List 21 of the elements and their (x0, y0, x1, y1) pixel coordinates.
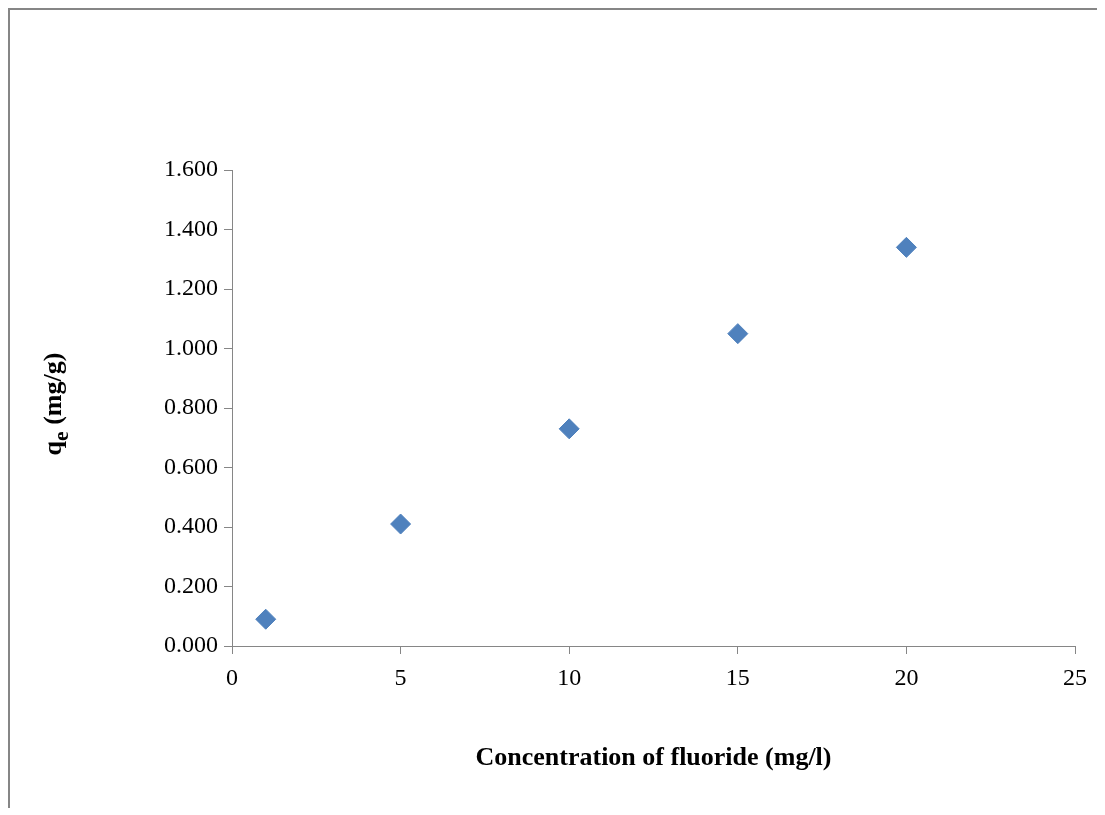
x-tick-label: 25 (1063, 663, 1087, 690)
y-tick-label: 0.200 (164, 571, 218, 598)
y-tick-label: 0.600 (164, 452, 218, 479)
x-axis-title: Concentration of fluoride (mg/l) (475, 742, 832, 772)
y-tick-label: 0.000 (164, 631, 218, 658)
x-tick-label: 10 (557, 663, 582, 690)
y-tick-label: 0.400 (164, 512, 218, 539)
y-tick-label: 0.800 (164, 393, 218, 420)
x-tick-label: 15 (725, 663, 750, 690)
point (558, 418, 580, 440)
y-tick-label: 1.200 (164, 274, 218, 301)
point (895, 236, 917, 258)
x-tick-label: 0 (226, 663, 238, 690)
point (390, 513, 412, 535)
x-tick-label: 20 (894, 663, 919, 690)
y-tick-label: 1.400 (164, 214, 218, 241)
point (255, 608, 277, 630)
y-tick-label: 1.000 (164, 333, 218, 360)
point (727, 323, 749, 345)
y-tick-label: 1.600 (164, 155, 218, 182)
x-tick-label: 5 (394, 663, 407, 690)
